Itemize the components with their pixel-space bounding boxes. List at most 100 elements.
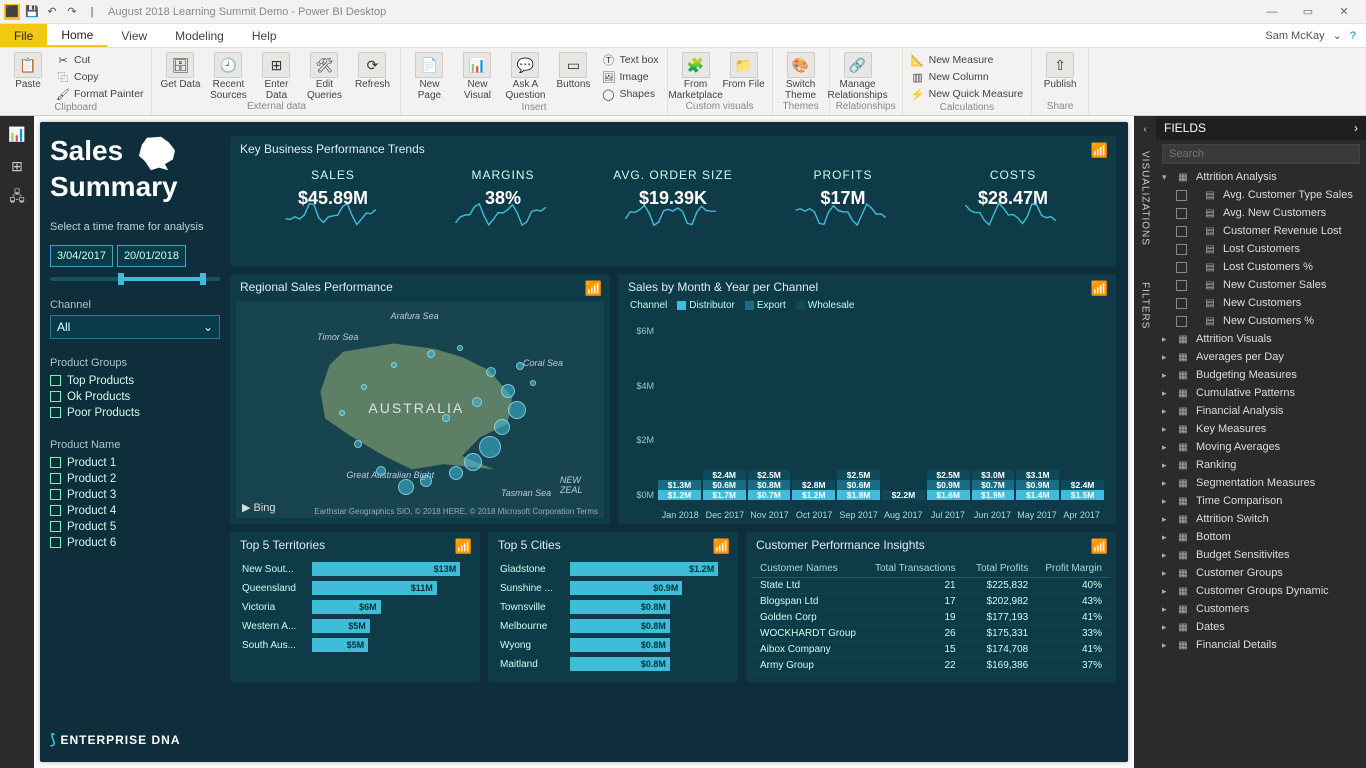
refresh-button[interactable]: ⟳Refresh [350,50,394,90]
territories-card[interactable]: Top 5 Territories 📶 New Sout...$13MQueen… [230,532,480,682]
bar-chart-card[interactable]: Sales by Month & Year per Channel 📶 Chan… [618,274,1116,524]
new-visual-button[interactable]: 📊New Visual [455,50,499,101]
new-page-button[interactable]: 📄New Page [407,50,451,101]
minimize-icon[interactable]: — [1254,0,1290,24]
date-to-input[interactable]: 20/01/2018 [117,245,186,267]
table-row[interactable]: Golden Corp19$177,19341% [752,610,1110,626]
get-data-button[interactable]: 🗄Get Data [158,50,202,90]
table-row[interactable]: Aibox Company15$174,70841% [752,642,1110,658]
maximize-icon[interactable]: ▭ [1290,0,1326,24]
field-table[interactable]: ▸▦Key Measures [1156,420,1366,438]
field-column[interactable]: ▤Avg. Customer Type Sales [1156,186,1366,204]
table-row[interactable]: SAFEWAY Inc17$168,33038% [752,674,1110,677]
ask-question-button[interactable]: 💬Ask A Question [503,50,547,101]
field-table[interactable]: ▸▦Segmentation Measures [1156,474,1366,492]
field-table[interactable]: ▸▦Customers [1156,600,1366,618]
field-table[interactable]: ▸▦Dates [1156,618,1366,636]
field-column[interactable]: ▤New Customers [1156,294,1366,312]
field-table[interactable]: ▾▦Attrition Analysis [1156,168,1366,186]
help-icon[interactable]: ? [1350,30,1356,42]
cut-button[interactable]: ✂Cut [54,52,145,68]
undo-icon[interactable]: ↶ [44,4,60,20]
checkbox-item[interactable]: Product 3 [50,487,220,503]
field-table[interactable]: ▸▦Moving Averages [1156,438,1366,456]
model-view-icon[interactable]: 🖧 [7,188,27,208]
tab-home[interactable]: Home [47,24,107,47]
report-view-icon[interactable]: 📊 [7,124,27,144]
checkbox-item[interactable]: Poor Products [50,405,220,421]
chevron-right-icon[interactable]: › [1354,121,1358,135]
tab-view[interactable]: View [107,24,161,47]
new-column-button[interactable]: ▥New Column [909,69,1026,85]
date-from-input[interactable]: 3/04/2017 [50,245,113,267]
fields-search-input[interactable] [1162,144,1360,164]
user-name[interactable]: Sam McKay [1265,30,1324,42]
enter-data-button[interactable]: ⊞Enter Data [254,50,298,101]
field-table[interactable]: ▸▦Customer Groups Dynamic [1156,582,1366,600]
checkbox-item[interactable]: Ok Products [50,389,220,405]
date-slider[interactable] [50,277,220,281]
map-card[interactable]: Regional Sales Performance 📶 AUSTRALIA ▶… [230,274,610,524]
field-column[interactable]: ▤Lost Customers % [1156,258,1366,276]
format-painter-button[interactable]: 🖌Format Painter [54,86,145,102]
field-table[interactable]: ▸▦Financial Analysis [1156,402,1366,420]
chevron-down-icon[interactable]: ⌄ [1333,29,1342,42]
image-button[interactable]: 🖼Image [599,69,660,85]
field-column[interactable]: ▤Customer Revenue Lost [1156,222,1366,240]
checkbox-item[interactable]: Product 4 [50,503,220,519]
copy-button[interactable]: ⿻Copy [54,69,145,85]
data-view-icon[interactable]: ⊞ [7,156,27,176]
field-table[interactable]: ▸▦Time Comparison [1156,492,1366,510]
publish-button[interactable]: ⇧Publish [1038,50,1082,90]
field-table[interactable]: ▸▦Attrition Visuals [1156,330,1366,348]
table-row[interactable]: State Ltd21$225,83240% [752,578,1110,594]
redo-icon[interactable]: ↷ [64,4,80,20]
from-marketplace-button[interactable]: 🧩From Marketplace [674,50,718,101]
chevron-left-icon[interactable]: ‹ [1143,124,1146,135]
shapes-button[interactable]: ◯Shapes [599,86,660,102]
tab-modeling[interactable]: Modeling [161,24,238,47]
tab-file[interactable]: File [0,24,47,47]
buttons-button[interactable]: ▭Buttons [551,50,595,90]
table-row[interactable]: WOCKHARDT Group26$175,33133% [752,626,1110,642]
close-icon[interactable]: ✕ [1326,0,1362,24]
field-table[interactable]: ▸▦Averages per Day [1156,348,1366,366]
field-table[interactable]: ▸▦Budget Sensitivites [1156,546,1366,564]
textbox-button[interactable]: ⓉText box [599,52,660,68]
checkbox-item[interactable]: Product 6 [50,535,220,551]
recent-sources-button[interactable]: 🕘Recent Sources [206,50,250,101]
cities-card[interactable]: Top 5 Cities 📶 Gladstone$1.2MSunshine ..… [488,532,738,682]
field-column[interactable]: ▤New Customer Sales [1156,276,1366,294]
field-table[interactable]: ▸▦Financial Details [1156,636,1366,654]
tab-help[interactable]: Help [238,24,291,47]
field-table[interactable]: ▸▦Attrition Switch [1156,510,1366,528]
channel-select[interactable]: All⌄ [50,315,220,339]
table-row[interactable]: Army Group22$169,38637% [752,658,1110,674]
kpi-card[interactable]: Key Business Performance Trends 📶 SALES$… [230,136,1116,266]
field-table[interactable]: ▸▦Bottom [1156,528,1366,546]
manage-relationships-button[interactable]: 🔗Manage Relationships [836,50,880,101]
field-table[interactable]: ▸▦Budgeting Measures [1156,366,1366,384]
field-table[interactable]: ▸▦Ranking [1156,456,1366,474]
paste-button[interactable]: 📋Paste [6,50,50,90]
quick-measure-button[interactable]: ⚡New Quick Measure [909,86,1026,102]
new-measure-button[interactable]: 📐New Measure [909,52,1026,68]
checkbox-item[interactable]: Top Products [50,373,220,389]
from-file-button[interactable]: 📁From File [722,50,766,90]
field-column[interactable]: ▤Avg. New Customers [1156,204,1366,222]
report-canvas[interactable]: Sales Summary Select a time frame for an… [34,116,1134,768]
field-table[interactable]: ▸▦Customer Groups [1156,564,1366,582]
customer-table-card[interactable]: Customer Performance Insights 📶 Customer… [746,532,1116,682]
checkbox-item[interactable]: Product 5 [50,519,220,535]
checkbox-item[interactable]: Product 2 [50,471,220,487]
field-column[interactable]: ▤New Customers % [1156,312,1366,330]
group-calc-label: Calculations [909,102,1026,114]
table-row[interactable]: Blogspan Ltd17$202,98243% [752,594,1110,610]
checkbox-item[interactable]: Product 1 [50,455,220,471]
field-column[interactable]: ▤Lost Customers [1156,240,1366,258]
switch-theme-button[interactable]: 🎨Switch Theme [779,50,823,101]
save-icon[interactable]: 💾 [24,4,40,20]
edit-queries-button[interactable]: 🛠Edit Queries [302,50,346,101]
visualizations-pane-collapsed[interactable]: ‹ VISUALIZATIONS FILTERS [1134,116,1156,768]
field-table[interactable]: ▸▦Cumulative Patterns [1156,384,1366,402]
